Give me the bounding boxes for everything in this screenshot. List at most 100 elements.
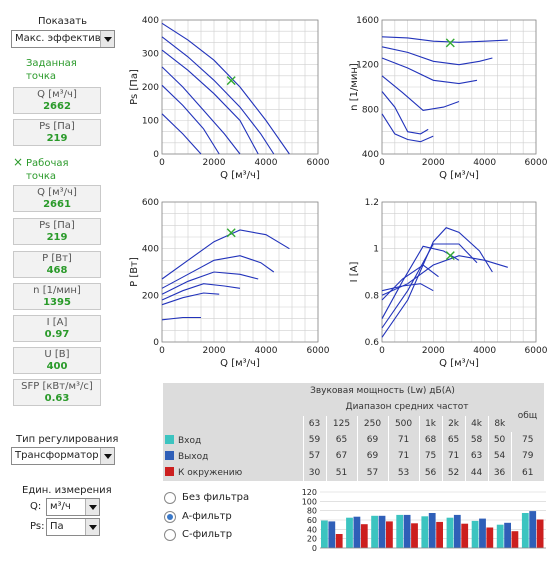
- workpoint-u-value: 400: [46, 361, 68, 372]
- sound-bar: [453, 514, 461, 548]
- x-tick-label: 4000: [255, 158, 278, 168]
- chevron-down-icon: [85, 499, 99, 515]
- y-tick-label: 0: [312, 544, 317, 553]
- band-header: 2k: [441, 415, 466, 432]
- show-select-value: Макс. эффективн: [15, 33, 108, 44]
- workpoint-i-label: I [A]: [46, 317, 68, 328]
- y-tick-label: 100: [302, 497, 317, 506]
- series-line: [381, 91, 429, 135]
- q-unit-select[interactable]: м³/ч: [46, 498, 100, 516]
- x-tick-label: 2000: [203, 346, 226, 356]
- setpoint-q-box: Q [м³/ч] 2662: [13, 87, 101, 114]
- y-tick-label: 300: [142, 50, 159, 60]
- x-tick-label: 6000: [525, 158, 548, 168]
- sound-bar: [428, 513, 436, 548]
- band-header: 250: [356, 415, 389, 432]
- row-label: К окружению: [178, 468, 243, 479]
- workpoint-p-box: P [Вт] 468: [13, 251, 101, 278]
- x-tick-label: 6000: [525, 346, 548, 356]
- show-select[interactable]: Макс. эффективн: [11, 30, 115, 48]
- cell: 63: [464, 448, 489, 465]
- sound-bar: [335, 534, 343, 548]
- series-line: [381, 283, 434, 292]
- band-header: 1k: [418, 415, 443, 432]
- series-line: [381, 227, 493, 338]
- series-line: [161, 49, 259, 155]
- series-line: [161, 271, 259, 295]
- series-line: [161, 283, 241, 301]
- sound-bar: [446, 517, 454, 548]
- sound-bar: [386, 521, 393, 548]
- workpoint-title: Рабочая точка: [26, 158, 69, 182]
- cell: 56: [418, 464, 443, 481]
- y-tick-label: 600: [142, 198, 159, 208]
- series-line: [381, 113, 434, 143]
- y-axis-label: n [1/мин]: [349, 63, 360, 111]
- workpoint-u-label: U [В]: [44, 349, 70, 360]
- y-tick-label: 1: [373, 245, 379, 255]
- workpoint-ps-value: 219: [46, 232, 68, 243]
- ps-unit-select[interactable]: Па: [46, 518, 100, 536]
- y-axis-label: I [A]: [349, 262, 360, 283]
- setpoint-ps-box: Ps [Па] 219: [13, 119, 101, 146]
- plot-frame: [161, 201, 319, 343]
- x-tick-label: 4000: [473, 346, 496, 356]
- x-axis-label: Q [м³/ч]: [439, 358, 479, 367]
- band-header: 4k: [464, 415, 489, 432]
- sound-bar: [346, 517, 353, 548]
- series-line: [161, 292, 220, 306]
- operating-point-marker: [445, 38, 455, 48]
- y-tick-label: 1.2: [365, 198, 379, 208]
- sound-bar: [461, 523, 469, 548]
- series-line: [161, 316, 201, 321]
- sound-bar: [360, 524, 368, 548]
- units-label: Един. измерения: [22, 485, 112, 496]
- setpoint-ps-label: Ps [Па]: [39, 121, 75, 132]
- sound-bar: [403, 514, 411, 548]
- x-tick-label: 0: [159, 158, 165, 168]
- no-filter-radio[interactable]: [164, 492, 176, 504]
- cell: 54: [487, 448, 512, 465]
- cell: 71: [441, 448, 466, 465]
- plot-frame: [381, 201, 537, 343]
- table-row: Вход 59 65 69 71 68 65 58 50 75: [163, 431, 544, 449]
- y-tick-label: 400: [142, 16, 159, 26]
- c-filter-radio[interactable]: [164, 529, 176, 541]
- sound-bar: [536, 519, 544, 548]
- workpoint-p-value: 468: [46, 265, 68, 276]
- a-filter-radio[interactable]: [164, 511, 176, 523]
- sound-bar: [411, 523, 418, 548]
- cell: 75: [418, 448, 443, 465]
- y-tick-label: 80: [307, 507, 317, 516]
- setpoint-title: Заданная точка: [26, 58, 77, 82]
- series-line: [381, 46, 493, 66]
- sound-total-header: общ: [517, 410, 538, 421]
- sound-bar: [371, 515, 378, 548]
- cell: 44: [464, 464, 489, 481]
- workpoint-i-value: 0.97: [44, 329, 70, 340]
- ps-unit-value: Па: [50, 521, 64, 532]
- workpoint-sfp-label: SFP [кВт/м³/с]: [21, 381, 93, 392]
- workpoint-p-label: P [Вт]: [42, 253, 72, 264]
- series-line: [161, 229, 290, 280]
- sound-bar: [511, 531, 519, 548]
- y-tick-label: 60: [307, 516, 317, 525]
- y-axis-label: Ps [Па]: [129, 69, 140, 105]
- a-filter-label: A-фильтр: [182, 511, 232, 522]
- workpoint-ps-box: Ps [Па] 219: [13, 218, 101, 245]
- cell: 57: [356, 464, 389, 481]
- workpoint-n-box: n [1/мин] 1395: [13, 283, 101, 310]
- row-label: Выход: [178, 451, 209, 462]
- surround-swatch: [165, 467, 174, 477]
- sound-bar: [396, 514, 404, 548]
- row-label: Вход: [178, 435, 202, 446]
- cell-total: 61: [510, 464, 544, 481]
- regulation-select[interactable]: Трансформатор: [11, 447, 115, 465]
- cell: 65: [441, 431, 466, 449]
- x-axis-label: Q [м³/ч]: [220, 358, 260, 367]
- cell: 69: [356, 448, 389, 465]
- y-tick-label: 200: [142, 291, 159, 301]
- cell: 59: [302, 431, 326, 449]
- y-tick-label: 0.8: [365, 291, 380, 301]
